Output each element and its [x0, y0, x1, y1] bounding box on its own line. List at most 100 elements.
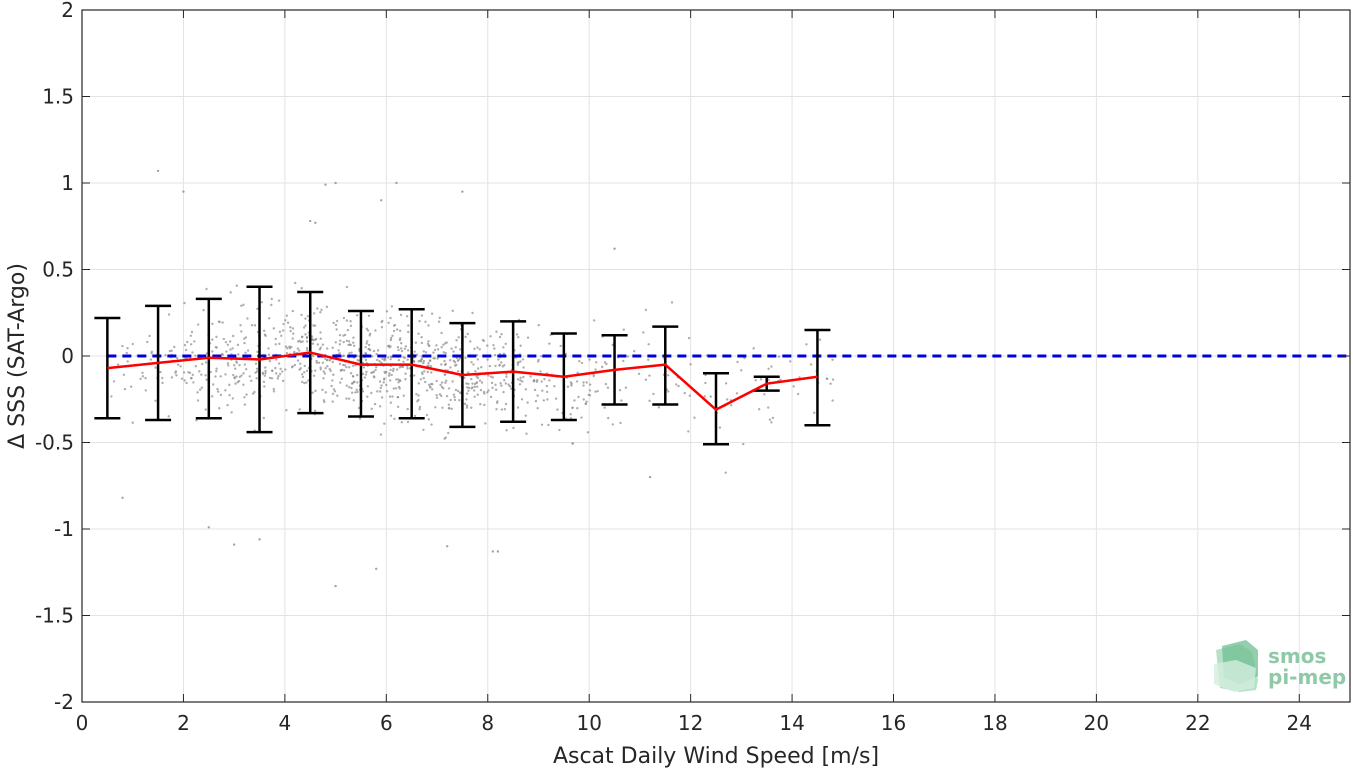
scatter-point	[204, 361, 208, 364]
scatter-point	[349, 372, 353, 375]
scatter-point	[311, 337, 314, 341]
scatter-point	[402, 360, 405, 363]
scatter-point	[622, 359, 625, 363]
scatter-point	[637, 372, 641, 376]
scatter-point	[491, 376, 495, 379]
scatter-point	[474, 370, 477, 373]
scatter-point	[421, 372, 424, 376]
scatter-point	[503, 379, 506, 382]
scatter-point	[545, 384, 549, 388]
scatter-point	[325, 305, 329, 309]
scatter-point	[489, 395, 493, 399]
scatter-point	[385, 390, 389, 393]
scatter-point	[129, 385, 133, 388]
scatter-point	[397, 358, 401, 362]
scatter-point	[422, 376, 425, 380]
scatter-point	[392, 324, 396, 327]
scatter-point	[486, 344, 489, 347]
scatter-point	[315, 361, 318, 364]
scatter-point	[422, 361, 425, 365]
scatter-point	[447, 403, 451, 406]
scatter-point	[419, 378, 423, 381]
scatter-point	[444, 379, 448, 383]
scatter-point	[339, 369, 343, 372]
scatter-point	[326, 365, 329, 368]
scatter-point	[500, 333, 503, 336]
scatter-points	[110, 169, 835, 588]
scatter-point	[687, 336, 691, 340]
scatter-point	[347, 366, 351, 369]
scatter-point	[254, 371, 257, 374]
scatter-point	[305, 381, 308, 384]
scatter-point	[191, 351, 194, 354]
scatter-point	[703, 395, 707, 398]
scatter-point	[449, 398, 452, 402]
scatter-point	[442, 387, 445, 390]
scatter-point	[592, 374, 595, 378]
scatter-point	[358, 417, 362, 420]
scatter-point	[569, 413, 572, 416]
scatter-point	[122, 373, 126, 376]
scatter-point	[281, 370, 284, 373]
scatter-point	[420, 314, 424, 317]
smos-pi-mep-logo: smos pi-mep	[1214, 640, 1346, 692]
scatter-point-outlier	[496, 550, 500, 553]
scatter-point	[404, 378, 407, 381]
scatter-point	[380, 326, 384, 329]
scatter-point	[387, 344, 391, 348]
scatter-point	[458, 357, 462, 360]
scatter-point	[378, 360, 381, 363]
scatter-point	[444, 381, 447, 384]
scatter-point	[515, 333, 519, 336]
scatter-point	[191, 373, 194, 377]
scatter-point	[709, 395, 712, 398]
scatter-point	[488, 364, 492, 368]
scatter-point	[533, 388, 537, 392]
scatter-point	[296, 359, 300, 362]
y-tick-label: 1.5	[42, 85, 74, 109]
scatter-point	[456, 369, 460, 373]
scatter-point	[508, 385, 512, 388]
scatter-point	[131, 342, 134, 346]
scatter-point	[350, 391, 354, 394]
scatter-point	[476, 367, 480, 370]
scatter-point	[317, 361, 321, 365]
scatter-point	[575, 380, 579, 383]
scatter-point	[222, 337, 226, 341]
scatter-point-outlier	[156, 169, 160, 173]
scatter-point	[314, 369, 317, 372]
scatter-point	[226, 343, 230, 347]
scatter-point	[331, 360, 334, 364]
scatter-point	[476, 393, 479, 396]
x-tick-label: 4	[279, 711, 292, 735]
scatter-point	[204, 408, 207, 411]
scatter-point	[687, 430, 690, 433]
scatter-point	[335, 319, 339, 323]
scatter-point	[319, 346, 322, 349]
scatter-point	[314, 337, 318, 341]
scatter-point	[401, 365, 405, 368]
scatter-point	[480, 381, 484, 384]
scatter-point	[505, 373, 508, 376]
scatter-point	[405, 315, 409, 318]
scatter-point	[453, 395, 456, 399]
scatter-point	[470, 406, 473, 409]
scatter-point	[626, 355, 629, 358]
scatter-point-outlier	[232, 543, 236, 546]
scatter-point	[342, 354, 345, 358]
scatter-point	[417, 332, 420, 335]
scatter-point	[315, 359, 318, 363]
scatter-point	[274, 337, 277, 341]
scatter-point	[505, 429, 508, 432]
scatter-point	[540, 423, 544, 426]
scatter-point	[333, 390, 337, 393]
scatter-point	[540, 354, 543, 358]
scatter-point	[499, 382, 502, 385]
scatter-point	[174, 370, 178, 373]
scatter-point	[376, 349, 380, 352]
scatter-point	[215, 367, 218, 370]
scatter-point	[312, 374, 316, 377]
scatter-point	[280, 334, 283, 338]
scatter-point	[465, 406, 469, 409]
scatter-point	[526, 401, 529, 404]
